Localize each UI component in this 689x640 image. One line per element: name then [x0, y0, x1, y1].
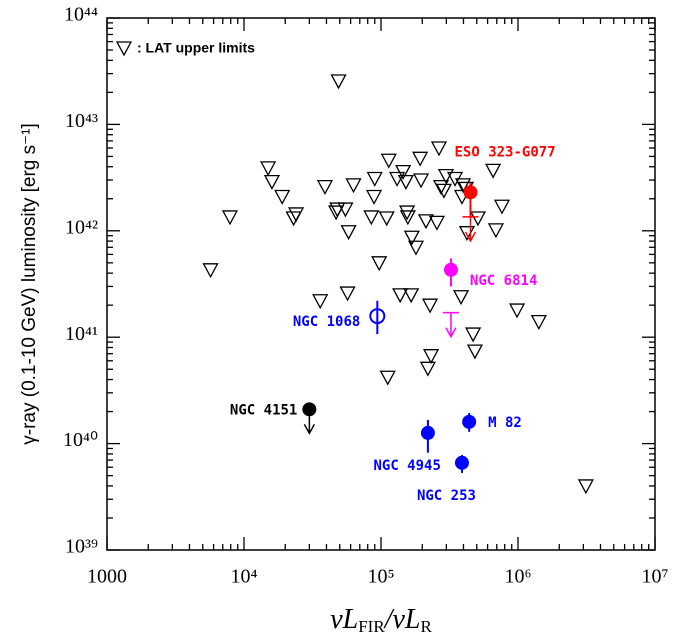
y-tick-label: 10⁴¹: [65, 323, 98, 345]
source-label: NGC 6814: [470, 273, 537, 289]
upper-limit-marker: [274, 189, 291, 205]
upper-limit-marker: [371, 256, 388, 272]
upper-limit-marker: [379, 370, 396, 386]
x-tick-label: 10⁴: [231, 566, 258, 588]
source-point: [454, 455, 469, 470]
x-tick-label: 10⁷: [642, 566, 669, 588]
upper-limit-marker: [452, 290, 470, 306]
x-tick-label: 10⁶: [505, 566, 532, 588]
upper-limit-marker: [464, 327, 482, 343]
upper-limit-marker: [340, 225, 357, 241]
upper-limit-marker: [421, 298, 439, 314]
x-axis-label: νLFIR/νLR: [330, 604, 432, 635]
upper-limit-marker: [327, 205, 345, 221]
source-label: NGC 4945: [373, 458, 440, 474]
upper-limit-marker: [263, 174, 281, 190]
upper-limit-marker: [345, 178, 362, 194]
upper-limit-marker: [422, 349, 440, 365]
y-tick-label: 10⁴⁰: [63, 429, 98, 451]
upper-limit-marker: [202, 263, 219, 279]
y-tick-label: 10⁴⁴: [64, 4, 98, 26]
legend-marker: [115, 41, 133, 57]
upper-limit-marker: [454, 178, 472, 194]
upper-limit-marker: [366, 171, 383, 187]
x-label-part: /νL: [383, 604, 421, 635]
legend-label: : LAT upper limits: [137, 40, 255, 56]
upper-limit-marker: [412, 151, 429, 167]
y-axis-label: γ-ray (0.1-10 GeV) luminosity [erg s⁻¹]: [19, 123, 40, 445]
upper-limit-marker: [412, 173, 430, 189]
upper-limit-marker: [432, 179, 450, 196]
upper-limit-marker: [399, 210, 416, 226]
upper-limit-marker: [221, 210, 239, 226]
upper-limit-marker: [285, 211, 302, 227]
upper-limit-marker: [365, 189, 383, 205]
upper-limit-marker: [428, 215, 446, 231]
upper-limit-marker: [312, 294, 329, 310]
upper-limit-marker: [388, 171, 406, 187]
upper-limit-marker: [330, 74, 347, 90]
y-tick-label: 10⁴²: [65, 216, 98, 238]
upper-limit-marker: [430, 141, 448, 157]
upper-limit-marker: [398, 205, 416, 221]
source-point: [443, 262, 458, 277]
upper-limit-marker: [419, 361, 437, 377]
limit-arrow: [464, 216, 477, 243]
upper-limit-marker: [339, 286, 356, 302]
source-point: [463, 185, 478, 200]
upper-limit-marker: [337, 202, 354, 218]
upper-limit-marker: [435, 183, 453, 199]
x-label-part: νL: [330, 604, 358, 635]
x-tick-label: 10⁵: [368, 566, 395, 588]
upper-limit-marker: [577, 479, 594, 495]
source-point: [369, 308, 386, 325]
upper-limit-marker: [469, 211, 487, 227]
upper-limit-marker: [508, 303, 526, 319]
x-label-sub: R: [420, 617, 432, 636]
x-tick-label: 1000: [87, 566, 127, 588]
upper-limit-marker: [403, 230, 420, 246]
source-point: [302, 402, 317, 417]
upper-limit-marker: [316, 179, 334, 196]
upper-limit-marker: [466, 344, 484, 360]
upper-limit-marker: [530, 315, 547, 331]
upper-limit-marker: [487, 223, 505, 239]
upper-limit-marker: [485, 163, 502, 179]
source-label: M 82: [488, 415, 522, 431]
upper-limit-marker: [417, 214, 435, 230]
source-label: NGC 1068: [293, 314, 360, 330]
upper-limit-marker: [378, 211, 395, 227]
source-label: NGC 253: [417, 488, 476, 504]
upper-limit-marker: [397, 174, 415, 190]
source-point: [420, 425, 435, 440]
upper-limit-marker: [392, 288, 409, 304]
upper-limit-marker: [407, 240, 425, 256]
upper-limit-marker: [403, 288, 420, 304]
upper-limit-marker: [260, 161, 277, 177]
upper-limit-marker: [446, 171, 464, 187]
upper-limit-marker: [493, 199, 511, 215]
y-tick-label: 10⁴³: [65, 110, 98, 132]
upper-limit-marker: [363, 210, 380, 226]
upper-limit-marker: [395, 164, 412, 180]
source-point: [462, 414, 477, 429]
source-label: NGC 4151: [230, 402, 297, 418]
source-label: ESO 323-G077: [454, 144, 555, 160]
y-tick-label: 10³⁹: [65, 536, 98, 558]
upper-limit-marker: [380, 153, 397, 169]
x-label-sub: FIR: [358, 617, 385, 636]
limit-arrow: [445, 312, 457, 339]
